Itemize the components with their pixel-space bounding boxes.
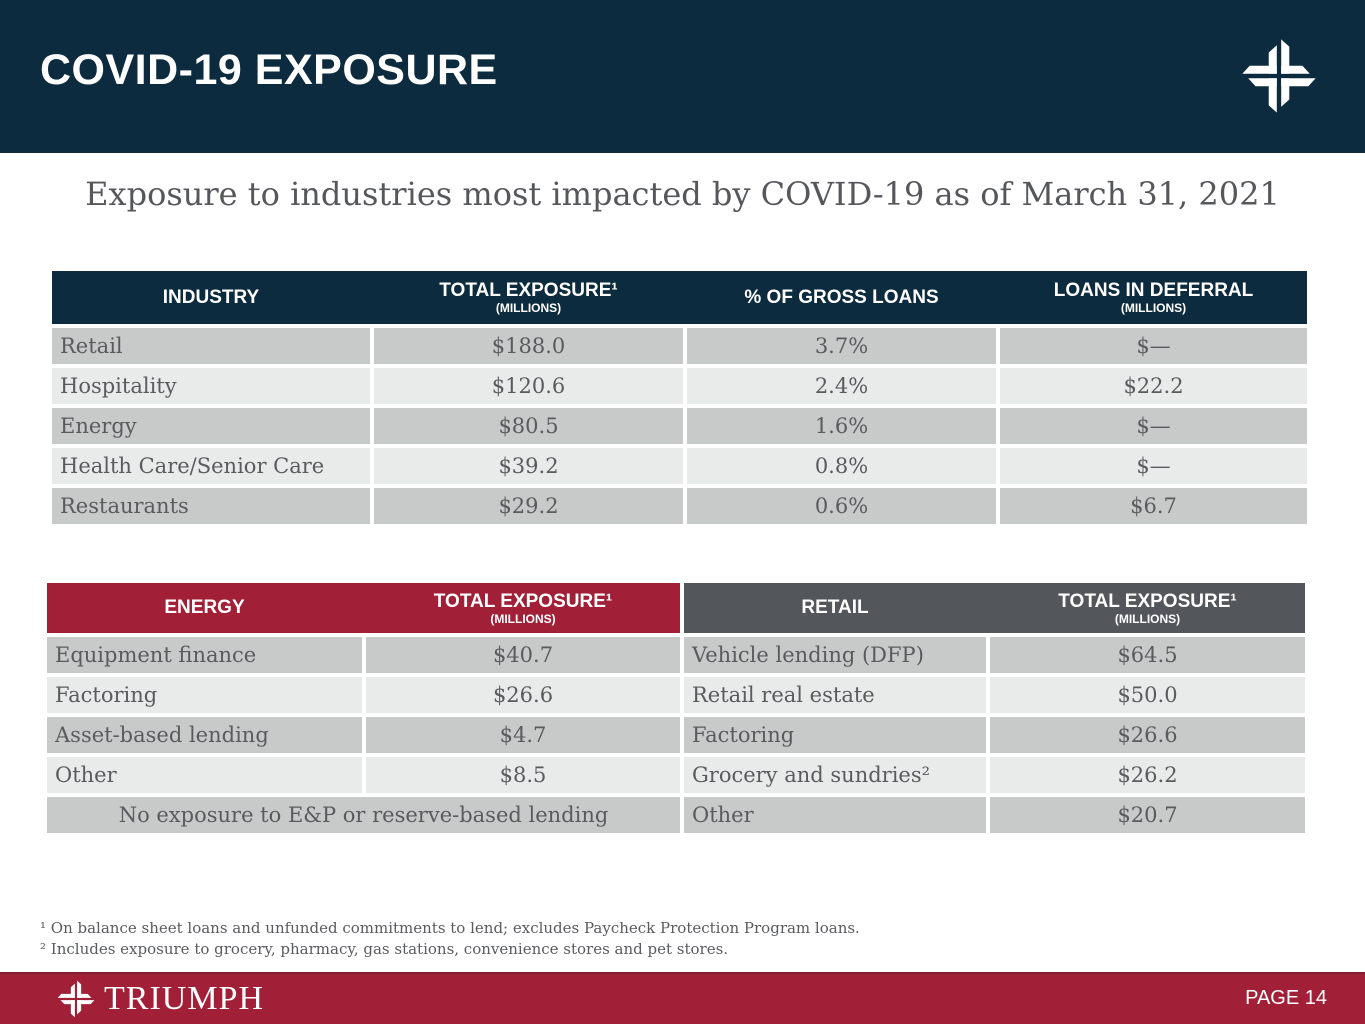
page-number: PAGE 14	[1245, 987, 1327, 1009]
table-cell-loans-in-deferral: $22.2	[1000, 368, 1307, 404]
triumph-cross-icon	[1235, 32, 1323, 120]
table-cell-total-exposure: $20.7	[990, 797, 1305, 833]
column-header-pct-gross-loans: % OF GROSS LOANS	[744, 286, 939, 308]
brand-wordmark: TRIUMPH	[104, 980, 265, 1017]
energy-note-cell: No exposure to E&P or reserve-based lend…	[47, 797, 680, 833]
column-header-total-exposure: TOTAL EXPOSURE¹ (MILLIONS)	[1058, 590, 1237, 626]
table-cell-loans-in-deferral: $—	[1000, 328, 1307, 364]
footnote-2: ² Includes exposure to grocery, pharmacy…	[40, 940, 729, 958]
energy-header-bar	[47, 583, 680, 633]
column-header-industry: INDUSTRY	[162, 286, 260, 308]
table-cell-pct-gross-loans: 0.8%	[687, 448, 996, 484]
table-cell-total-exposure: $50.0	[990, 677, 1305, 713]
table-cell-industry: Energy	[52, 408, 370, 444]
table-cell-category: Vehicle lending (DFP)	[684, 637, 986, 673]
energy-table: ENERGY TOTAL EXPOSURE¹ (MILLIONS) Equipm…	[47, 583, 680, 833]
footnote-1: ¹ On balance sheet loans and unfunded co…	[40, 919, 860, 937]
table-cell-category: Other	[47, 757, 362, 793]
column-header-energy: ENERGY	[164, 597, 245, 618]
table-cell-total-exposure: $64.5	[990, 637, 1305, 673]
triumph-cross-icon	[54, 977, 98, 1021]
table-cell-pct-gross-loans: 1.6%	[687, 408, 996, 444]
table-cell-category: Equipment finance	[47, 637, 362, 673]
table-cell-pct-gross-loans: 0.6%	[687, 488, 996, 524]
table-cell-industry: Retail	[52, 328, 370, 364]
table-cell-total-exposure: $4.7	[366, 717, 680, 753]
table-cell-category: Grocery and sundries²	[684, 757, 986, 793]
column-header-retail: RETAIL	[801, 597, 869, 618]
table-cell-total-exposure: $80.5	[374, 408, 683, 444]
retail-table: RETAIL TOTAL EXPOSURE¹ (MILLIONS) Vehicl…	[684, 583, 1305, 833]
column-header-loans-in-deferral: LOANS IN DEFERRAL (MILLIONS)	[1053, 280, 1254, 315]
table-cell-category: Factoring	[47, 677, 362, 713]
table-cell-total-exposure: $26.6	[990, 717, 1305, 753]
slide-subtitle: Exposure to industries most impacted by …	[85, 175, 1280, 213]
retail-header-bar	[684, 583, 1305, 633]
table-cell-total-exposure: $188.0	[374, 328, 683, 364]
table-cell-industry: Restaurants	[52, 488, 370, 524]
table-cell-loans-in-deferral: $—	[1000, 448, 1307, 484]
table-cell-loans-in-deferral: $6.7	[1000, 488, 1307, 524]
slide-footer: TRIUMPH PAGE 14	[0, 972, 1365, 1024]
table-cell-category: Retail real estate	[684, 677, 986, 713]
table-cell-loans-in-deferral: $—	[1000, 408, 1307, 444]
table-cell-industry: Health Care/Senior Care	[52, 448, 370, 484]
table-cell-category: Other	[684, 797, 986, 833]
table-cell-total-exposure: $29.2	[374, 488, 683, 524]
covid-exposure-table: INDUSTRY TOTAL EXPOSURE¹ (MILLIONS) % OF…	[52, 271, 1307, 524]
table-cell-category: Asset-based lending	[47, 717, 362, 753]
footer-brand: TRIUMPH	[54, 977, 264, 1021]
table-cell-total-exposure: $8.5	[366, 757, 680, 793]
table-cell-category: Factoring	[684, 717, 986, 753]
page-title: COVID-19 EXPOSURE	[40, 46, 498, 94]
slide-header-banner: COVID-19 EXPOSURE	[0, 0, 1365, 153]
table-cell-industry: Hospitality	[52, 368, 370, 404]
table-cell-pct-gross-loans: 3.7%	[687, 328, 996, 364]
column-header-total-exposure: TOTAL EXPOSURE¹ (MILLIONS)	[433, 590, 613, 626]
column-header-total-exposure: TOTAL EXPOSURE¹ (MILLIONS)	[439, 280, 618, 315]
table-header-bar	[52, 271, 1307, 324]
table-cell-total-exposure: $26.6	[366, 677, 680, 713]
table-cell-pct-gross-loans: 2.4%	[687, 368, 996, 404]
table-cell-total-exposure: $26.2	[990, 757, 1305, 793]
table-cell-total-exposure: $39.2	[374, 448, 683, 484]
table-cell-total-exposure: $40.7	[366, 637, 680, 673]
footnotes: ¹ On balance sheet loans and unfunded co…	[40, 918, 860, 960]
table-cell-total-exposure: $120.6	[374, 368, 683, 404]
